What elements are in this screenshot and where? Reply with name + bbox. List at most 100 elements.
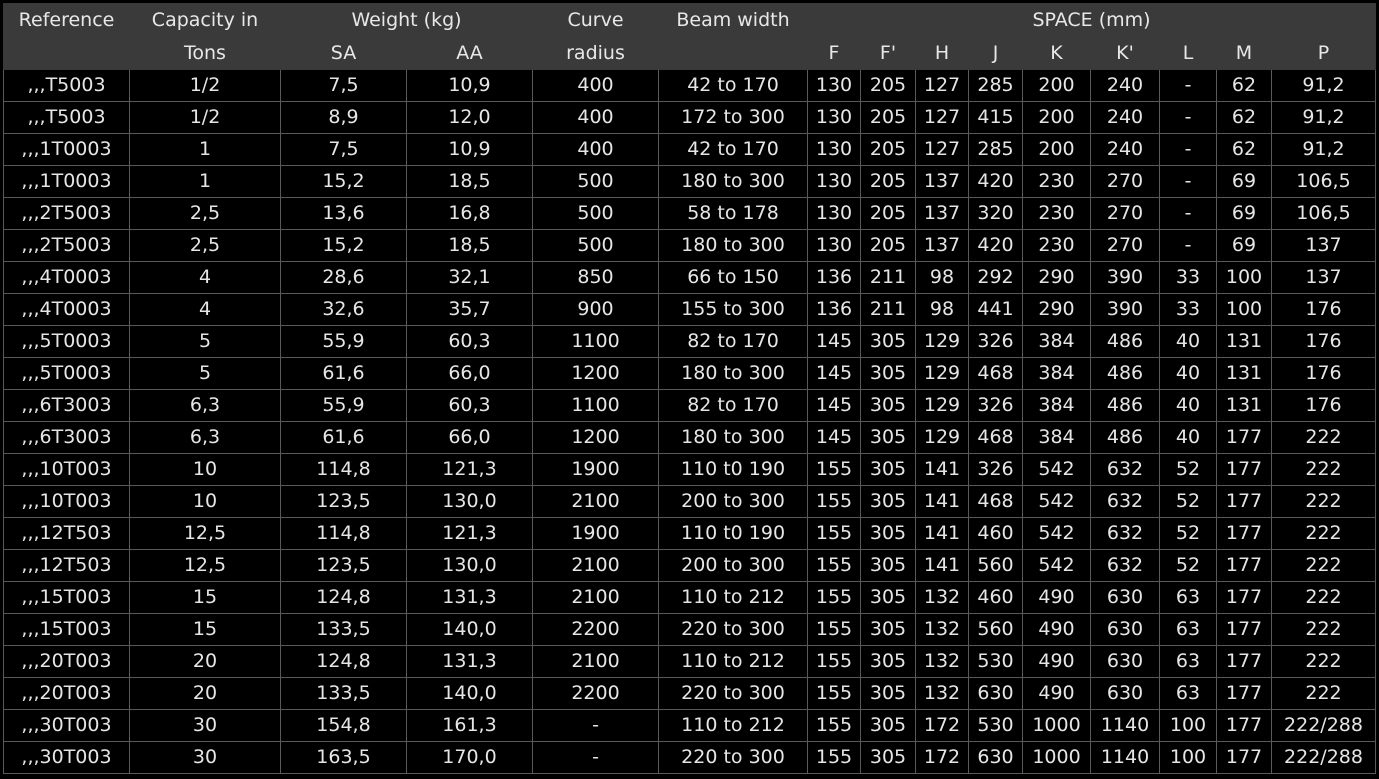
cell-reference: ,,,1T0003 xyxy=(3,133,130,166)
cell-weight-sa: 154,8 xyxy=(280,709,407,742)
cell-weight-sa: 133,5 xyxy=(280,677,407,710)
cell-space-k-prime: 270 xyxy=(1090,197,1160,230)
header-curve-radius: radius xyxy=(532,36,659,70)
cell-space-k-prime: 240 xyxy=(1090,69,1160,102)
cell-beam-width: 110 t0 190 xyxy=(658,453,808,486)
cell-space-h: 127 xyxy=(915,69,969,102)
cell-weight-sa: 28,6 xyxy=(280,261,407,294)
cell-curve-radius: 2100 xyxy=(532,581,659,614)
cell-space-m: 131 xyxy=(1216,357,1272,390)
cell-curve-radius: 850 xyxy=(532,261,659,294)
cell-weight-aa: 140,0 xyxy=(406,613,533,646)
cell-space-f: 130 xyxy=(807,229,861,262)
cell-space-k-prime: 240 xyxy=(1090,101,1160,134)
header-j: J xyxy=(968,36,1023,70)
table-row: ,,,15T003 15 133,5 140,0 2200 220 to 300 155 30… xyxy=(3,613,1377,646)
header-reference-blank xyxy=(3,36,130,70)
cell-weight-aa: 18,5 xyxy=(406,229,533,262)
cell-beam-width: 220 to 300 xyxy=(658,677,808,710)
cell-space-p: 222/288 xyxy=(1270,741,1377,774)
cell-space-f-prime: 305 xyxy=(860,741,916,774)
cell-space-k: 1000 xyxy=(1022,709,1091,742)
cell-reference: ,,,10T003 xyxy=(3,485,130,518)
cell-space-l: 63 xyxy=(1159,613,1217,646)
cell-space-m: 177 xyxy=(1216,485,1272,518)
cell-space-f-prime: 205 xyxy=(860,101,916,134)
cell-space-k-prime: 630 xyxy=(1090,677,1160,710)
cell-space-l: 40 xyxy=(1159,421,1217,454)
cell-weight-aa: 32,1 xyxy=(406,261,533,294)
cell-space-h: 137 xyxy=(915,197,969,230)
table-row: ,,,2T5003 2,5 13,6 16,8 500 58 to 178 130 205 13… xyxy=(3,197,1377,230)
cell-beam-width: 42 to 170 xyxy=(658,133,808,166)
cell-space-k-prime: 486 xyxy=(1090,357,1160,390)
cell-space-p: 137 xyxy=(1270,261,1377,294)
cell-space-k: 200 xyxy=(1022,133,1091,166)
cell-space-m: 100 xyxy=(1216,293,1272,326)
cell-space-j: 530 xyxy=(968,645,1023,678)
cell-space-m: 177 xyxy=(1216,645,1272,678)
header-sa: SA xyxy=(280,36,407,70)
cell-space-k-prime: 270 xyxy=(1090,165,1160,198)
cell-beam-width: 180 to 300 xyxy=(658,165,808,198)
cell-space-f: 130 xyxy=(807,69,861,102)
cell-space-k: 542 xyxy=(1022,453,1091,486)
cell-space-k-prime: 630 xyxy=(1090,645,1160,678)
cell-space-l: 40 xyxy=(1159,357,1217,390)
cell-beam-width: 155 to 300 xyxy=(658,293,808,326)
cell-reference: ,,,12T503 xyxy=(3,549,130,582)
cell-space-h: 132 xyxy=(915,677,969,710)
cell-space-j: 530 xyxy=(968,709,1023,742)
cell-space-k: 384 xyxy=(1022,389,1091,422)
header-row-2: Tons SA AA radius F F' H J K K' L M P xyxy=(3,36,1377,70)
table-row: ,,,6T3003 6,3 61,6 66,0 1200 180 to 300 145 305… xyxy=(3,421,1377,454)
cell-space-p: 222 xyxy=(1270,453,1377,486)
cell-space-l: 63 xyxy=(1159,645,1217,678)
cell-space-h: 132 xyxy=(915,581,969,614)
cell-space-p: 222 xyxy=(1270,645,1377,678)
cell-beam-width: 110 t0 190 xyxy=(658,517,808,550)
cell-curve-radius: 900 xyxy=(532,293,659,326)
cell-space-h: 141 xyxy=(915,549,969,582)
cell-curve-radius: 500 xyxy=(532,197,659,230)
cell-reference: ,,,2T5003 xyxy=(3,229,130,262)
cell-space-f: 136 xyxy=(807,293,861,326)
table-row: ,,,30T003 30 163,5 170,0-220 to 300 155 305 17… xyxy=(3,741,1377,774)
cell-space-k: 230 xyxy=(1022,165,1091,198)
cell-weight-aa: 131,3 xyxy=(406,645,533,678)
header-k-prime: K' xyxy=(1090,36,1160,70)
cell-reference: ,,,30T003 xyxy=(3,741,130,774)
cell-space-l: 52 xyxy=(1159,485,1217,518)
cell-space-m: 177 xyxy=(1216,549,1272,582)
cell-space-m: 100 xyxy=(1216,261,1272,294)
cell-reference: ,,,5T0003 xyxy=(3,357,130,390)
cell-curve-radius: 1100 xyxy=(532,389,659,422)
cell-space-p: 91,2 xyxy=(1270,101,1377,134)
cell-space-m: 69 xyxy=(1216,197,1272,230)
cell-space-f: 155 xyxy=(807,645,861,678)
cell-space-h: 141 xyxy=(915,485,969,518)
cell-reference: ,,,5T0003 xyxy=(3,325,130,358)
cell-space-f: 130 xyxy=(807,101,861,134)
spec-table: Reference Capacity in Weight (kg) Curve … xyxy=(3,3,1377,774)
cell-beam-width: 66 to 150 xyxy=(658,261,808,294)
cell-weight-aa: 60,3 xyxy=(406,325,533,358)
cell-space-k-prime: 1140 xyxy=(1090,741,1160,774)
header-f: F xyxy=(807,36,861,70)
cell-space-h: 141 xyxy=(915,517,969,550)
cell-weight-sa: 124,8 xyxy=(280,645,407,678)
cell-space-f-prime: 305 xyxy=(860,677,916,710)
table-row: ,,,12T503 12,5 114,8 121,3 1900 110 t0 190 155… xyxy=(3,517,1377,550)
cell-space-m: 177 xyxy=(1216,677,1272,710)
cell-space-m: 69 xyxy=(1216,229,1272,262)
cell-beam-width: 220 to 300 xyxy=(658,613,808,646)
cell-space-f: 155 xyxy=(807,709,861,742)
cell-beam-width: 110 to 212 xyxy=(658,645,808,678)
cell-capacity: 12,5 xyxy=(129,549,281,582)
cell-weight-sa: 32,6 xyxy=(280,293,407,326)
cell-space-h: 132 xyxy=(915,645,969,678)
cell-beam-width: 110 to 212 xyxy=(658,581,808,614)
cell-weight-aa: 130,0 xyxy=(406,485,533,518)
cell-capacity: 2,5 xyxy=(129,229,281,262)
header-p: P xyxy=(1270,36,1377,70)
